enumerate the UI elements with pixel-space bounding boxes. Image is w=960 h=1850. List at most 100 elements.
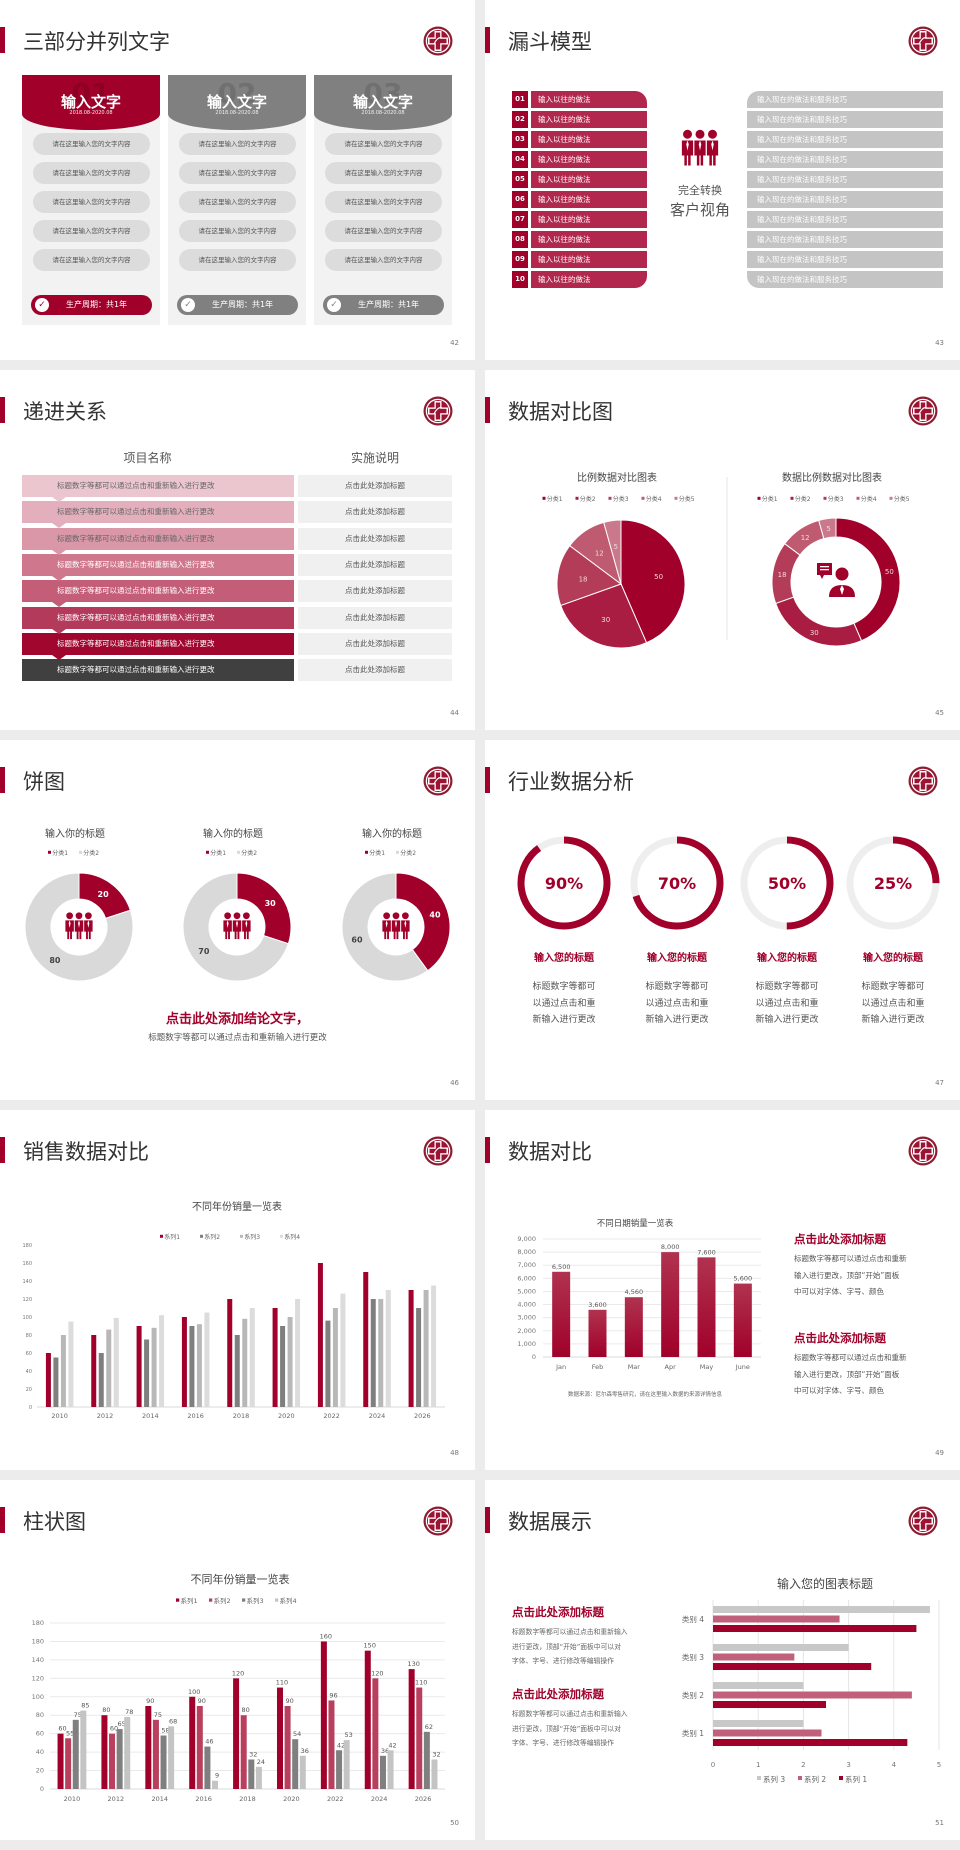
column-item[interactable]: 请在这里输入您的文字内容 [33, 220, 150, 242]
legend-entry: 系列2 [204, 1233, 220, 1241]
step-description[interactable]: 点击此处添加标题 [298, 580, 452, 603]
past-practice-bar[interactable]: 输入以往的做法 [531, 191, 647, 208]
current-practice-bar[interactable]: 输入现在的做法和服务技巧 [747, 251, 943, 268]
slide-42[interactable]: 三部分并列文字 42 01 输入文字 2018.08-2020.08 请在这里输入您的文字… [0, 0, 475, 360]
logo-emblem-icon [423, 1506, 453, 1536]
slide-43[interactable]: 漏斗模型 43 01 输入以往的做法 02 输入以往的做法 03 输入以往的做法 04 输入以往的… [485, 0, 960, 360]
legend-entry: 系列3 [244, 1233, 260, 1241]
slide-50[interactable]: 柱状图 50 不同年份销量一览表 系列1 系列2 系列3 系列4 0 20 40 60 80 100 12… [0, 1480, 475, 1840]
logo-emblem-icon [908, 1136, 938, 1166]
item-description-line: 新输入进行更改 [755, 1015, 819, 1025]
progress-step[interactable]: 标题数字等都可以通过点击和重新输入进行更改 [22, 475, 294, 497]
current-practice-bar[interactable]: 输入现在的做法和服务技巧 [747, 91, 943, 108]
progress-step[interactable]: 标题数字等都可以通过点击和重新输入进行更改 [22, 527, 294, 550]
people-group-icon [680, 128, 720, 172]
current-practice-bar[interactable]: 输入现在的做法和服务技巧 [747, 171, 943, 188]
past-practice-bar[interactable]: 输入以往的做法 [531, 151, 647, 168]
footer-badge[interactable]: ✓ 生产周期：共1年 [323, 295, 444, 315]
chart-title: 输入你的标题 [362, 827, 422, 840]
past-practice-bar[interactable]: 输入以往的做法 [531, 231, 647, 248]
column-item[interactable]: 请在这里输入您的文字内容 [33, 162, 150, 184]
bar-data-label: 3,600 [588, 1301, 607, 1309]
slide-44[interactable]: 递进关系 44 项目名称 实施说明 标题数字等都可以通过点击和重新输入进行更改 点击此处添… [0, 370, 475, 730]
slide-45[interactable]: 数据对比图 45 比例数据对比图表 分类1 分类2 分类3 分类4 分类5 50 30 18 12 5 数… [485, 370, 960, 730]
past-practice-bar[interactable]: 输入以往的做法 [531, 211, 647, 228]
legend-swatch [365, 850, 368, 854]
bar-data-label: 90 [146, 1697, 154, 1705]
column-item[interactable]: 请在这里输入您的文字内容 [33, 133, 150, 155]
step-description[interactable]: 点击此处添加标题 [298, 632, 452, 655]
past-practice-bar[interactable]: 输入以往的做法 [531, 91, 647, 108]
current-practice-bar[interactable]: 输入现在的做法和服务技巧 [747, 231, 943, 248]
x-tick-label: May [700, 1363, 714, 1371]
step-description[interactable]: 点击此处添加标题 [298, 475, 452, 497]
column-item[interactable]: 请在这里输入您的文字内容 [179, 249, 296, 271]
block-line: 标题数字等都可以通过点击和重新输入 [512, 1710, 628, 1718]
step-description[interactable]: 点击此处添加标题 [298, 659, 452, 682]
current-practice-bar[interactable]: 输入现在的做法和服务技巧 [747, 271, 943, 288]
page-number: 46 [450, 1079, 459, 1087]
current-practice-bar[interactable]: 输入现在的做法和服务技巧 [747, 131, 943, 148]
current-practice-bar[interactable]: 输入现在的做法和服务技巧 [747, 211, 943, 228]
slide-49[interactable]: 数据对比 49 不同日期销量一览表 0 1,000 2,000 3,000 4,000 5,00… [485, 1110, 960, 1470]
column-item[interactable]: 请在这里输入您的文字内容 [179, 133, 296, 155]
footer-badge[interactable]: ✓ 生产周期：共1年 [177, 295, 298, 315]
bar-data-label: 150 [364, 1642, 376, 1650]
step-description[interactable]: 点击此处添加标题 [298, 553, 452, 576]
bar [713, 1739, 908, 1746]
column-item[interactable]: 请在这里输入您的文字内容 [179, 220, 296, 242]
progress-step[interactable]: 标题数字等都可以通过点击和重新输入进行更改 [22, 632, 294, 655]
bar [284, 1706, 291, 1789]
step-description[interactable]: 点击此处添加标题 [298, 527, 452, 550]
past-practice-bar[interactable]: 输入以往的做法 [531, 111, 647, 128]
slide-title: 柱状图 [23, 1510, 86, 1534]
bar [60, 1335, 66, 1407]
slice-data-label: 20 [98, 890, 110, 899]
item-description-line: 标题数字等都可 [861, 982, 925, 992]
progress-step[interactable]: 标题数字等都可以通过点击和重新输入进行更改 [22, 580, 294, 603]
current-practice-bar[interactable]: 输入现在的做法和服务技巧 [747, 151, 943, 168]
slide-title: 漏斗模型 [508, 30, 592, 54]
title-accent-bar [485, 1507, 490, 1533]
step-description[interactable]: 点击此处添加标题 [298, 501, 452, 524]
chart-title: 不同日期销量一览表 [597, 1218, 674, 1229]
progress-step[interactable]: 标题数字等都可以通过点击和重新输入进行更改 [22, 606, 294, 629]
pie-slice [603, 519, 622, 585]
slide-51[interactable]: 数据展示 51 输入您的图表标题 0 1 2 3 4 5 类别 1 类别 2 类别 3 类别 4 系列 3… [485, 1480, 960, 1840]
slide-47[interactable]: 行业数据分析 47 90% 70% 50% 25% 输入您的标题 标题数字等都可 以通过点击和重… [485, 740, 960, 1100]
past-practice-bar[interactable]: 输入以往的做法 [531, 251, 647, 268]
bar [280, 1326, 286, 1407]
progress-step[interactable]: 标题数字等都可以通过点击和重新输入进行更改 [22, 553, 294, 576]
legend-swatch [542, 496, 546, 500]
progress-step[interactable]: 标题数字等都可以通过点击和重新输入进行更改 [22, 501, 294, 524]
progress-step[interactable]: 标题数字等都可以通过点击和重新输入进行更改 [22, 659, 294, 682]
current-practice-bar[interactable]: 输入现在的做法和服务技巧 [747, 111, 943, 128]
legend-swatch [160, 1234, 163, 1238]
legend-entry: 分类2 [400, 849, 416, 857]
column-item[interactable]: 请在这里输入您的文字内容 [33, 249, 150, 271]
y-tick-label: 8,000 [517, 1248, 536, 1256]
slide-48[interactable]: 销售数据对比 48 不同年份销量一览表 系列1 系列2 系列3 系列4 0 20 40 60 80 10… [0, 1110, 475, 1470]
step-description[interactable]: 点击此处添加标题 [298, 606, 452, 629]
past-practice-bar[interactable]: 输入以往的做法 [531, 171, 647, 188]
column-item[interactable]: 请在这里输入您的文字内容 [179, 162, 296, 184]
column-item[interactable]: 请在这里输入您的文字内容 [325, 133, 442, 155]
footer-badge[interactable]: ✓ 生产周期：共1年 [31, 295, 152, 315]
column-item[interactable]: 请在这里输入您的文字内容 [325, 220, 442, 242]
column-item[interactable]: 请在这里输入您的文字内容 [325, 162, 442, 184]
current-practice-bar[interactable]: 输入现在的做法和服务技巧 [747, 191, 943, 208]
bar [189, 1326, 195, 1407]
column-item[interactable]: 请在这里输入您的文字内容 [325, 249, 442, 271]
slide-46[interactable]: 饼图 46 输入你的标题 分类1 分类2 20 80 输入你的标题 分类1 分类2 30 70 输入你的… [0, 740, 475, 1100]
column-item[interactable]: 请在这里输入您的文字内容 [179, 191, 296, 213]
past-practice-bar[interactable]: 输入以往的做法 [531, 131, 647, 148]
column-item[interactable]: 请在这里输入您的文字内容 [325, 191, 442, 213]
legend-swatch [790, 496, 794, 500]
bar [255, 1766, 262, 1789]
past-practice-bar[interactable]: 输入以往的做法 [531, 271, 647, 288]
bar [151, 1327, 157, 1407]
x-tick-label: 2018 [239, 1795, 256, 1803]
column-title: 输入文字 [206, 93, 267, 111]
column-item[interactable]: 请在这里输入您的文字内容 [33, 191, 150, 213]
bar-data-label: 78 [125, 1708, 133, 1716]
